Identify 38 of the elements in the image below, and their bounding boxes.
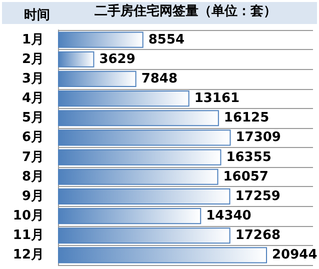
data-label: 7848 [141,71,178,86]
data-label: 13161 [194,91,240,106]
bar [58,110,219,126]
y-tick-label: 5月 [22,110,44,126]
data-label: 16057 [223,169,268,184]
bar [58,51,94,68]
bar [58,70,136,87]
data-label: 8554 [148,32,185,48]
y-tick-label: 12月 [12,248,44,263]
bar [58,188,230,204]
y-tick-label: 6月 [22,130,44,146]
y-tick-label: 1月 [22,32,44,48]
y-tick-label: 3月 [22,71,44,86]
y-tick-label: 8月 [22,169,44,184]
y-tick-label: 2月 [22,52,44,67]
data-label: 3629 [99,52,136,67]
data-label: 20944 [272,248,318,263]
bar [58,90,190,107]
y-axis-title: 时间 [24,8,50,23]
y-tick-label: 10月 [12,208,44,224]
data-label: 17259 [235,188,280,204]
data-label: 17268 [235,228,281,244]
bar [58,228,230,244]
data-label: 16355 [226,150,272,165]
bar [58,130,231,146]
y-tick-label: 11月 [12,228,44,244]
bar [58,168,218,185]
data-label: 14340 [206,208,252,224]
y-tick-label: 9月 [22,188,44,204]
data-label: 17309 [236,130,281,146]
y-tick-label: 4月 [22,91,44,106]
data-label: 16125 [224,110,270,126]
bar [58,32,144,48]
bar [58,247,268,264]
x-axis-title: 二手房住宅网签量（单位：套） [94,3,276,19]
bar [58,149,222,166]
bar [58,208,202,224]
y-tick-label: 7月 [22,150,44,165]
